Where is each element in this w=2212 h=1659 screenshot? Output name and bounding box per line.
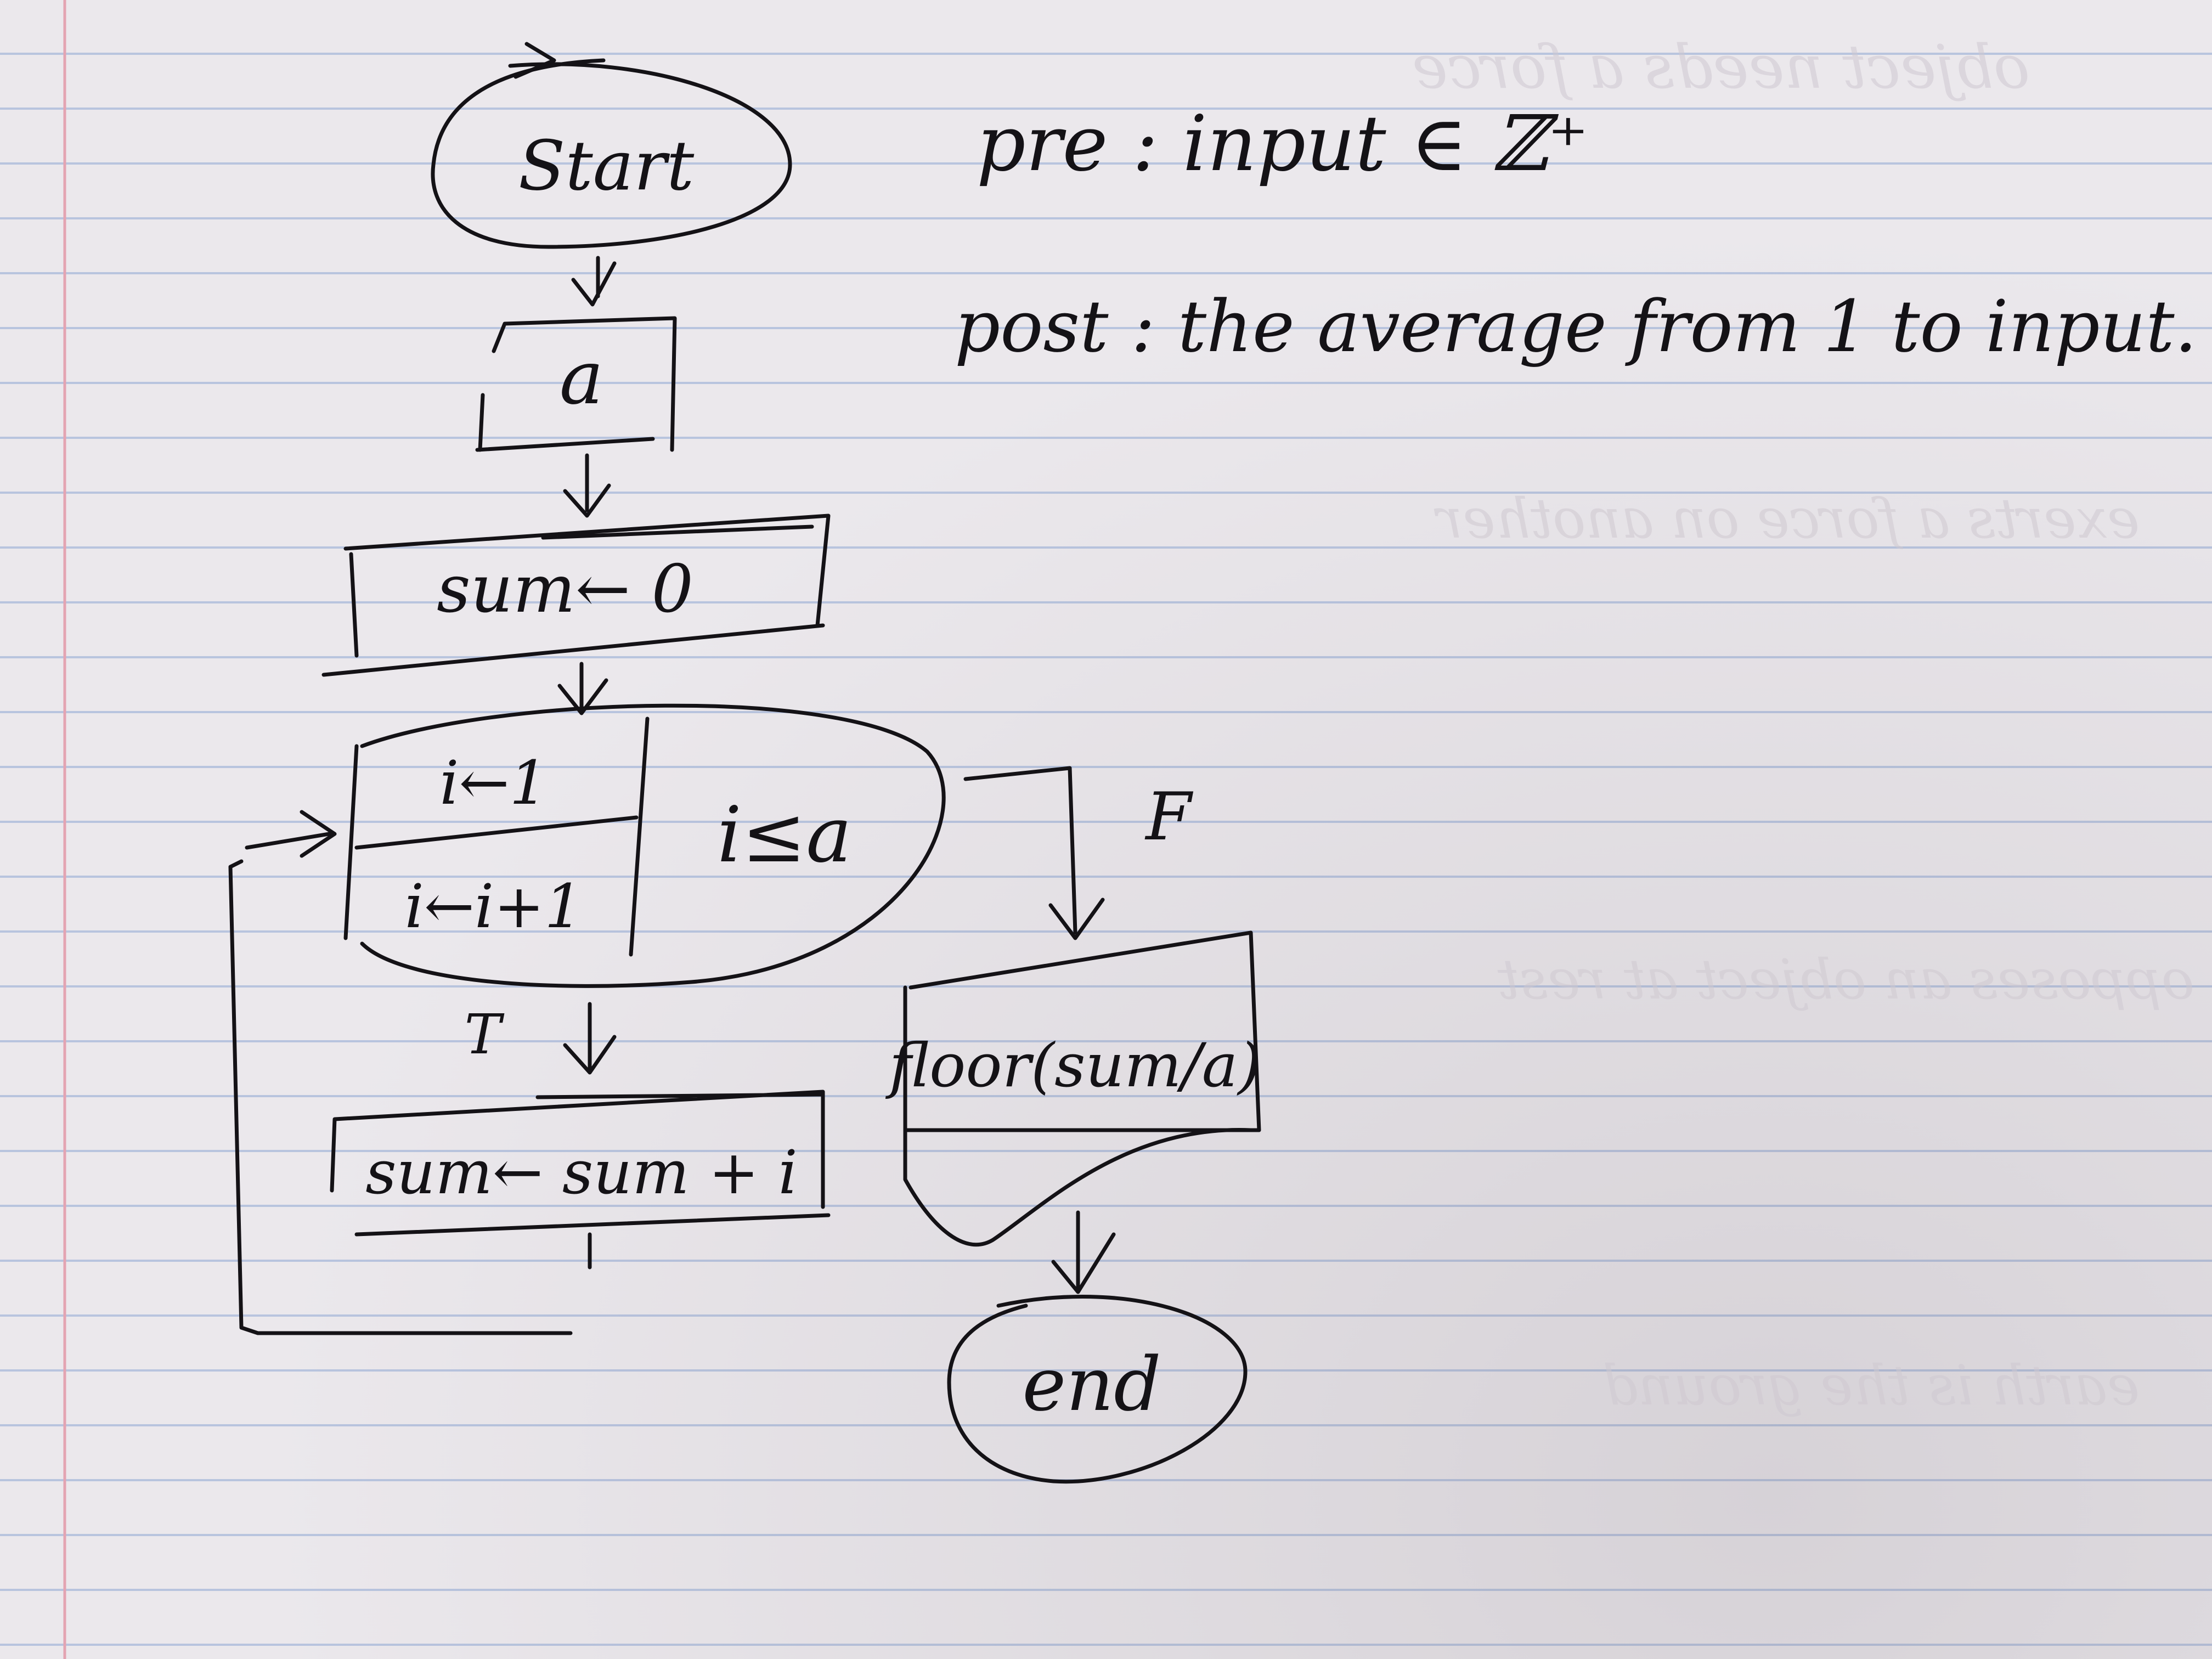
- svg-text:exerts a force on another: exerts a force on another: [1434, 487, 2140, 551]
- loop-step-label: i←i+1: [405, 871, 583, 941]
- false-label: F: [1144, 779, 1193, 855]
- loop-init-label: i←1: [439, 748, 548, 818]
- arrow-output-to-end: [1051, 1210, 1116, 1294]
- output-box: floor(sum/a): [885, 930, 1261, 1247]
- spec-notes: pre : input ∈ ℤ⁺ post : the average from…: [955, 99, 2197, 368]
- end-label: end: [1022, 1341, 1161, 1427]
- post-condition: post : the average from 1 to input.: [955, 285, 2197, 368]
- init-box: sum← 0: [321, 514, 831, 677]
- false-branch: F: [963, 766, 1193, 940]
- loop-condition-label: i≤a: [717, 791, 852, 880]
- true-branch: T: [465, 1002, 617, 1075]
- input-label: a: [560, 335, 604, 421]
- loop-decision: i←1 i←i+1 i≤a: [343, 703, 946, 988]
- bleed-through: object needs a force exerts a force on a…: [1412, 32, 2194, 1418]
- arrow-start-to-input: [571, 256, 617, 307]
- start-terminal: Start: [431, 42, 792, 249]
- loop-back-arrow: [228, 810, 573, 1335]
- init-label: sum← 0: [437, 551, 693, 628]
- pre-condition: pre : input ∈ ℤ⁺: [977, 99, 1588, 189]
- output-label: floor(sum/a): [885, 1030, 1261, 1101]
- body-box: sum← sum + i: [330, 1090, 831, 1269]
- true-label: T: [465, 1002, 505, 1066]
- arrow-input-to-init: [563, 453, 611, 518]
- start-label: Start: [518, 126, 695, 206]
- end-terminal: end: [947, 1295, 1248, 1484]
- body-label: sum← sum + i: [365, 1137, 798, 1207]
- svg-text:opposes an object at rest: opposes an object at rest: [1497, 947, 2194, 1012]
- arrow-init-to-loop: [557, 662, 608, 715]
- svg-text:object needs a force: object needs a force: [1412, 32, 2030, 102]
- svg-text:earth is the ground: earth is the ground: [1603, 1353, 2140, 1418]
- input-box: a: [475, 316, 677, 452]
